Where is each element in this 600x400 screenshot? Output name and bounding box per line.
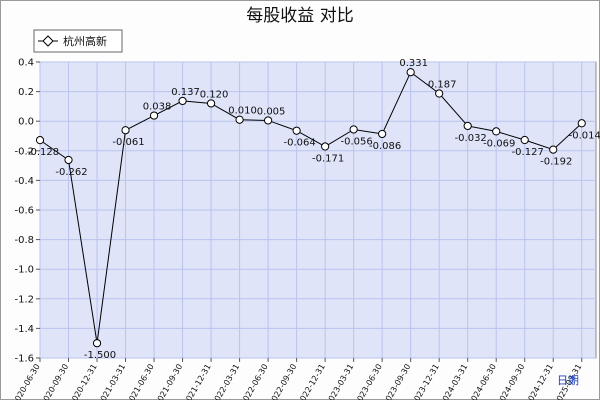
- data-label: -0.262: [55, 167, 87, 178]
- data-label: -0.061: [112, 137, 144, 148]
- x-tick-label: 2024-12-31: [524, 363, 555, 400]
- data-label: -0.128: [27, 147, 59, 158]
- x-tick-label: 2021-09-30: [153, 363, 184, 400]
- y-tick-label: 0.2: [18, 87, 34, 98]
- y-tick-label: -1.4: [14, 324, 34, 335]
- data-point: [549, 145, 558, 154]
- data-point: [206, 99, 216, 108]
- data-label: 0.038: [143, 102, 172, 113]
- x-axis-unit-label: 日期: [557, 374, 579, 387]
- data-point: [577, 119, 586, 128]
- data-label: 0.120: [200, 89, 229, 100]
- y-tick-label: -1.2: [14, 294, 34, 305]
- y-tick-label: -0.8: [14, 235, 34, 246]
- x-tick-label: 2021-06-30: [125, 363, 156, 400]
- data-point: [292, 126, 301, 135]
- data-label: 0.010: [228, 106, 257, 117]
- x-tick-label: 2024-03-31: [438, 363, 469, 400]
- x-tick-label: 2023-09-30: [381, 363, 412, 400]
- x-tick-label: 2023-06-30: [353, 363, 384, 400]
- y-tick-label: -0.4: [14, 176, 34, 187]
- data-label: -0.086: [369, 141, 401, 152]
- x-tick-label: 2023-12-31: [410, 363, 441, 400]
- data-point: [321, 142, 330, 151]
- data-label: -0.056: [341, 136, 373, 147]
- data-label: -0.014: [569, 130, 600, 141]
- gridlines: [39, 61, 596, 359]
- x-axis: 2020-06-302020-09-302020-12-312021-03-31…: [11, 358, 583, 400]
- data-point: [520, 135, 529, 145]
- data-point: [378, 129, 387, 139]
- data-point: [64, 155, 73, 165]
- data-label: -0.032: [455, 133, 487, 144]
- x-tick-label: 2020-06-30: [11, 363, 42, 400]
- legend-box: [33, 29, 123, 53]
- data-label: -0.192: [540, 157, 572, 168]
- data-label: 0.137: [171, 87, 200, 98]
- data-point: [406, 68, 415, 77]
- x-tick-label: 2020-09-30: [39, 363, 70, 400]
- data-label: 0.187: [428, 80, 457, 91]
- data-label: -0.064: [283, 138, 315, 149]
- data-point: [178, 96, 187, 106]
- x-tick-label: 2024-06-30: [467, 363, 498, 400]
- chart-title: 每股收益 对比: [246, 6, 353, 26]
- y-tick-label: -1.0: [14, 265, 34, 276]
- y-tick-label: 0.4: [18, 58, 34, 69]
- data-label: 0.005: [257, 106, 286, 117]
- data-label: -0.171: [312, 154, 344, 165]
- series-layer: -0.128 -0.262 -1.500 -0.061 0.038 0.137 0.120 0…: [27, 58, 600, 361]
- x-tick-label: 2021-03-31: [96, 363, 127, 400]
- y-tick-label: -1.6: [14, 354, 34, 365]
- data-point: [235, 115, 244, 124]
- data-label: -0.069: [483, 138, 515, 149]
- x-tick-label: 2022-09-30: [267, 363, 298, 400]
- x-tick-label: 2024-09-30: [495, 363, 526, 400]
- data-point: [349, 125, 358, 134]
- y-tick-label: -0.6: [14, 206, 34, 217]
- data-point: [264, 116, 273, 125]
- data-point: [492, 127, 501, 136]
- data-point: [92, 339, 102, 348]
- x-tick-label: 2021-12-31: [182, 363, 213, 400]
- data-label: 0.331: [399, 58, 428, 69]
- data-label: -0.127: [512, 147, 544, 158]
- legend[interactable]: 杭州高新: [33, 29, 123, 53]
- y-tick-label: -0.2: [14, 146, 34, 157]
- y-axis: 0.4 0.2 0.0 -0.2 -0.4 -0.6 -0.8 -1.0 -1.2 -1.4 -1.…: [14, 58, 40, 365]
- x-tick-label: 2020-12-31: [68, 363, 99, 400]
- data-point: [435, 89, 444, 98]
- series-line: [39, 71, 583, 344]
- data-label: -1.500: [84, 350, 116, 361]
- data-point: [149, 111, 159, 120]
- x-tick-label: 2022-03-31: [210, 363, 241, 400]
- legend-label: 杭州高新: [63, 34, 107, 48]
- x-tick-label: 2023-03-31: [324, 363, 355, 400]
- x-tick-label: 2022-06-30: [239, 363, 270, 400]
- data-point: [35, 136, 45, 145]
- data-point: [463, 121, 472, 131]
- x-tick-label: 2022-12-31: [296, 363, 327, 400]
- legend-marker: [42, 35, 54, 47]
- y-tick-label: 0.0: [18, 117, 34, 128]
- data-point: [121, 126, 130, 135]
